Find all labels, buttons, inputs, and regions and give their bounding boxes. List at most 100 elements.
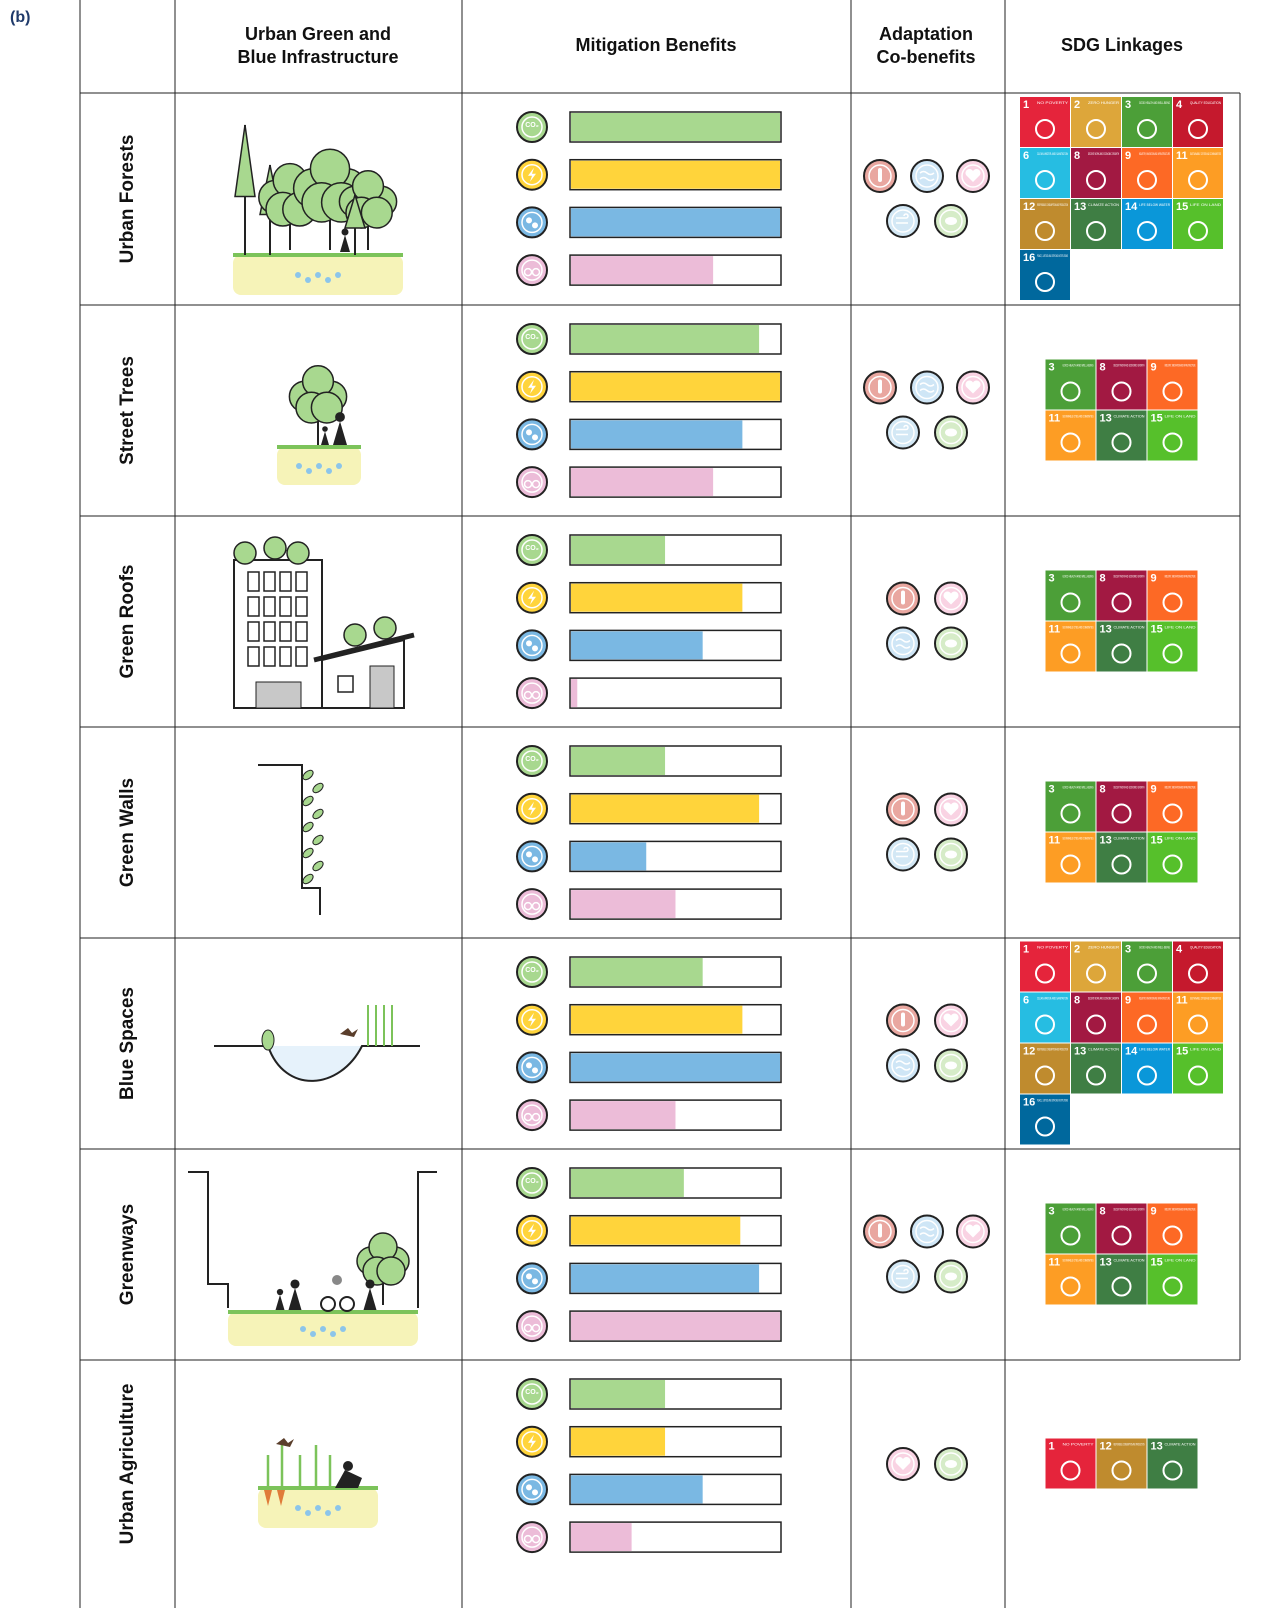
sdg-number: 11 [1049,1256,1061,1268]
co2-label: CO₂ [525,334,539,341]
sdg-number: 16 [1023,1096,1035,1108]
sdg-number: 8 [1074,994,1080,1006]
sdg-label: INDUSTRY, INNOVATION AND INFRASTRUCTURE [1165,363,1196,367]
sdg-label: GOOD HEALTH AND WELL-BEING [1063,1207,1094,1211]
bar [571,208,780,236]
thermometer [901,1013,905,1027]
sdg-label: DECENT WORK AND ECONOMIC GROWTH [1114,785,1145,789]
bar [571,1169,684,1197]
sdg-tile: 3 GOOD HEALTH AND WELL-BEING [1046,1204,1096,1254]
sdg-label: CLIMATE ACTION [1114,414,1146,418]
sdg-number: 3 [1049,1205,1055,1217]
illustration [214,1005,420,1081]
sdg-tile: 3GOOD HEALTH AND WELL-BEING [1046,360,1096,410]
gardener [335,1470,362,1488]
head [342,229,349,236]
sdg-tile: 1 NO POVERTY [1020,942,1070,992]
sdg-number: 15 [1151,623,1163,635]
sdg-number: 13 [1151,1440,1163,1452]
sdg-number: 11 [1176,994,1188,1006]
bush [264,537,286,559]
panel-label: (b) [10,9,30,26]
sdg-label: NO POVERTY [1037,945,1069,949]
sdg-label: CLIMATE ACTION [1088,1047,1120,1051]
illustration [188,1172,437,1346]
sdg-number: 13 [1074,1045,1086,1057]
co2-label: CO₂ [525,1389,539,1396]
sdg-number: 1 [1023,943,1029,955]
leaf [301,846,315,859]
bird [276,1438,294,1447]
sdg-number: 15 [1176,1045,1188,1057]
bar [571,468,713,496]
head [332,1275,342,1285]
leaf [311,781,325,794]
row-name: Green Walls [117,778,138,887]
sdg-number: 3 [1049,783,1055,795]
sdg-tile: 4QUALITY EDUCATION [1173,97,1223,147]
thermometer [878,1224,882,1238]
bar [571,958,703,986]
sdg-tile: 15LIFE ON LAND [1148,1255,1198,1305]
sdg-label: LIFE BELOW WATER [1139,203,1171,207]
drop [532,645,538,651]
sdg-number: 12 [1023,201,1035,213]
sdg-label: CLEAN WATER AND SANITATION [1037,152,1068,156]
sdg-tile: 11SUSTAINABLE CITIES AND COMMUNITIES [1046,833,1096,883]
bar [571,747,665,775]
sdg-number: 11 [1176,150,1188,162]
sdg-tile: 11SUSTAINABLE CITIES AND COMMUNITIES [1046,411,1096,461]
wall [258,765,320,915]
bar [571,1312,780,1340]
sdg-tile: 2ZERO HUNGER [1071,942,1121,992]
leaf [311,833,325,846]
sdg-tile: 8DECENT WORK AND ECONOMIC GROWTH [1097,1204,1147,1254]
table-row: Urban ForestsCO₂1NO POVERTY2ZERO HUNGER3… [117,97,1223,300]
bush [234,542,256,564]
header: Mitigation Benefits [576,35,737,55]
table-row: GreenwaysCO₂3GOOD HEALTH AND WELL-BEING8… [117,1168,1197,1346]
sdg-number: 8 [1100,361,1106,373]
conifer [235,125,255,197]
sdg-number: 15 [1151,412,1163,424]
drop [305,1510,311,1516]
drop [295,1505,301,1511]
sdg-label: GOOD HEALTH AND WELL-BEING [1063,574,1094,578]
sdg-tile: 8DECENT WORK AND ECONOMIC GROWTH [1071,993,1121,1043]
sdg-label: LIFE ON LAND [1190,203,1222,207]
sdg-label: CLEAN WATER AND SANITATION [1037,996,1068,1000]
body [276,1295,285,1310]
header: Adaptation [879,24,973,44]
drop [305,277,311,283]
sdg-label: LIFE ON LAND [1165,625,1197,629]
window [248,647,259,666]
sdg-tile: 12RESPONSIBLE CONSUMPTION AND PRODUCTION [1097,1439,1147,1489]
canyon [188,1172,437,1308]
sdg-tile: 2ZERO HUNGER [1071,97,1121,147]
sdg-tile: 12RESPONSIBLE CONSUMPTION AND PRODUCTION [1020,1044,1070,1094]
sdg-label: ZERO HUNGER [1088,101,1120,105]
thermometer [901,591,905,605]
drop [532,1278,538,1284]
sdg-label: DECENT WORK AND ECONOMIC GROWTH [1114,1207,1145,1211]
head [322,426,328,432]
drop [526,1062,532,1068]
co2-label: CO₂ [525,756,539,763]
window [296,622,307,641]
leaf [301,768,315,781]
sdg-number: 6 [1023,150,1029,162]
sdg-number: 12 [1100,1440,1112,1452]
bar [571,1428,665,1456]
sdg-label: LIFE ON LAND [1165,414,1197,418]
sdg-tile: 13CLIMATE ACTION [1071,1044,1121,1094]
bar [571,584,742,612]
window [264,572,275,591]
bar [571,161,780,189]
drop [532,1067,538,1073]
